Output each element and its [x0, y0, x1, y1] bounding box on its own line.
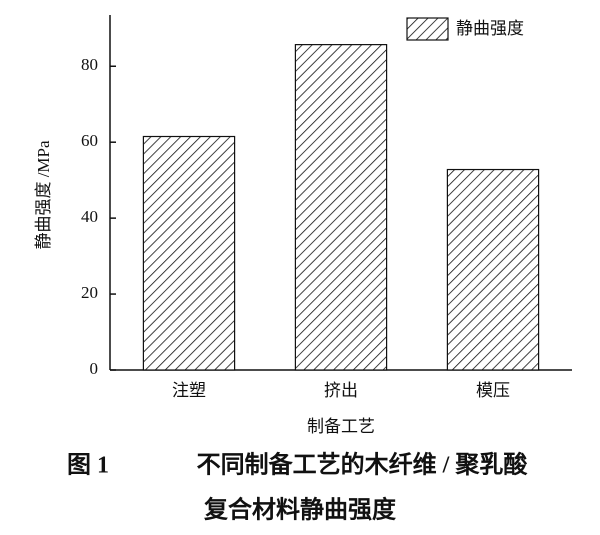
figure-label: 图 1 [67, 452, 109, 479]
bar [446, 168, 540, 371]
caption-line: 不同制备工艺的木纤维 / 聚乳酸 [197, 451, 529, 479]
legend-swatch [406, 17, 449, 41]
x-tick-label: 模压 [476, 381, 510, 400]
y-tick-label: 80 [81, 55, 98, 74]
y-tick-label: 40 [81, 207, 98, 226]
bar [294, 44, 388, 371]
caption-line: 复合材料静曲强度 [203, 496, 397, 524]
legend-label: 静曲强度 [456, 19, 524, 38]
bar [142, 135, 236, 371]
y-tick-label: 60 [81, 131, 98, 150]
x-axis-label: 制备工艺 [307, 417, 375, 436]
x-tick-label: 挤出 [324, 381, 358, 400]
y-axis-label: 静曲强度 /MPa [34, 140, 53, 250]
y-tick-label: 0 [90, 359, 99, 378]
x-tick-label: 注塑 [172, 381, 206, 400]
y-tick-label: 20 [81, 283, 98, 302]
